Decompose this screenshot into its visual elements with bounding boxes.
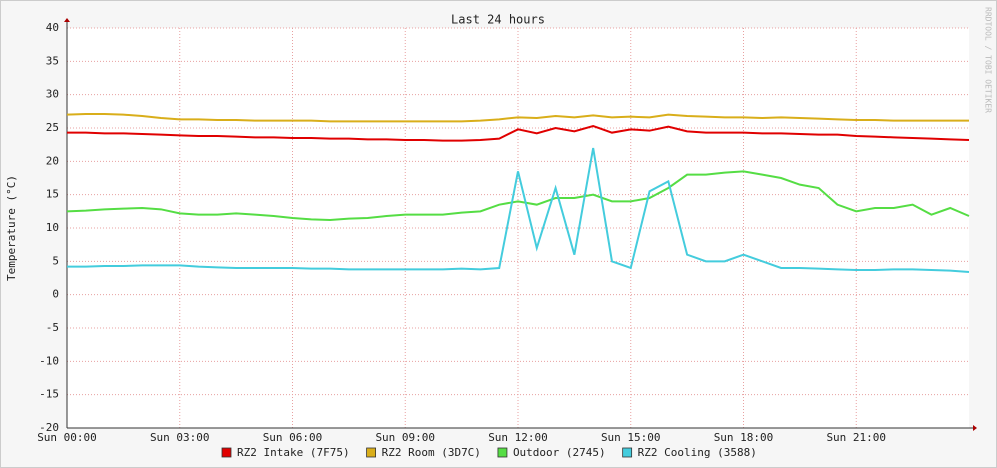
chart-title: Last 24 hours: [451, 13, 545, 27]
x-tick-label: Sun 03:00: [150, 431, 210, 444]
legend-swatch: [221, 447, 232, 458]
y-tick-label: -5: [46, 321, 59, 334]
x-tick-label: Sun 09:00: [375, 431, 435, 444]
series-line: [67, 147, 970, 273]
y-tick-label: 5: [52, 254, 59, 267]
x-tick-label: Sun 18:00: [714, 431, 774, 444]
legend-swatch: [366, 447, 376, 458]
y-tick-label: 25: [46, 121, 59, 134]
series-line: [66, 170, 970, 222]
y-axis-label: Temperature (°C): [5, 175, 18, 281]
axis-arrow: [973, 425, 977, 431]
y-tick-label: 0: [52, 288, 59, 301]
x-tick-label: Sun 15:00: [601, 431, 661, 444]
y-tick-label: 10: [46, 221, 59, 234]
series-line: [66, 113, 969, 123]
y-tick-label: 15: [46, 188, 59, 201]
y-tick-label: -10: [39, 354, 59, 367]
y-tick-label: -20: [39, 421, 59, 434]
legend-swatch: [497, 447, 508, 458]
x-tick-label: Sun 00:00: [37, 431, 97, 444]
series-line: [67, 124, 970, 142]
x-tick-label: Sun 12:00: [488, 431, 548, 444]
side-label: RRDTOOL / TOBI OETIKER: [984, 7, 993, 113]
x-tick-label: Sun 06:00: [263, 431, 323, 444]
y-tick-label: 20: [46, 154, 59, 167]
y-tick-label: 30: [46, 88, 59, 101]
x-tick-label: Sun 21:00: [826, 431, 886, 444]
y-tick-label: -15: [39, 388, 59, 401]
axis-arrow: [64, 18, 70, 22]
legend-label: RZ2 Room (3D7C): [382, 446, 481, 459]
y-tick-label: 40: [46, 21, 59, 34]
y-tick-label: 35: [46, 54, 59, 67]
legend-label: RZ2 Cooling (3588): [638, 446, 757, 459]
legend-swatch: [622, 447, 633, 458]
legend-label: RZ2 Intake (7F75): [237, 446, 350, 459]
legend-label: Outdoor (2745): [513, 446, 606, 459]
